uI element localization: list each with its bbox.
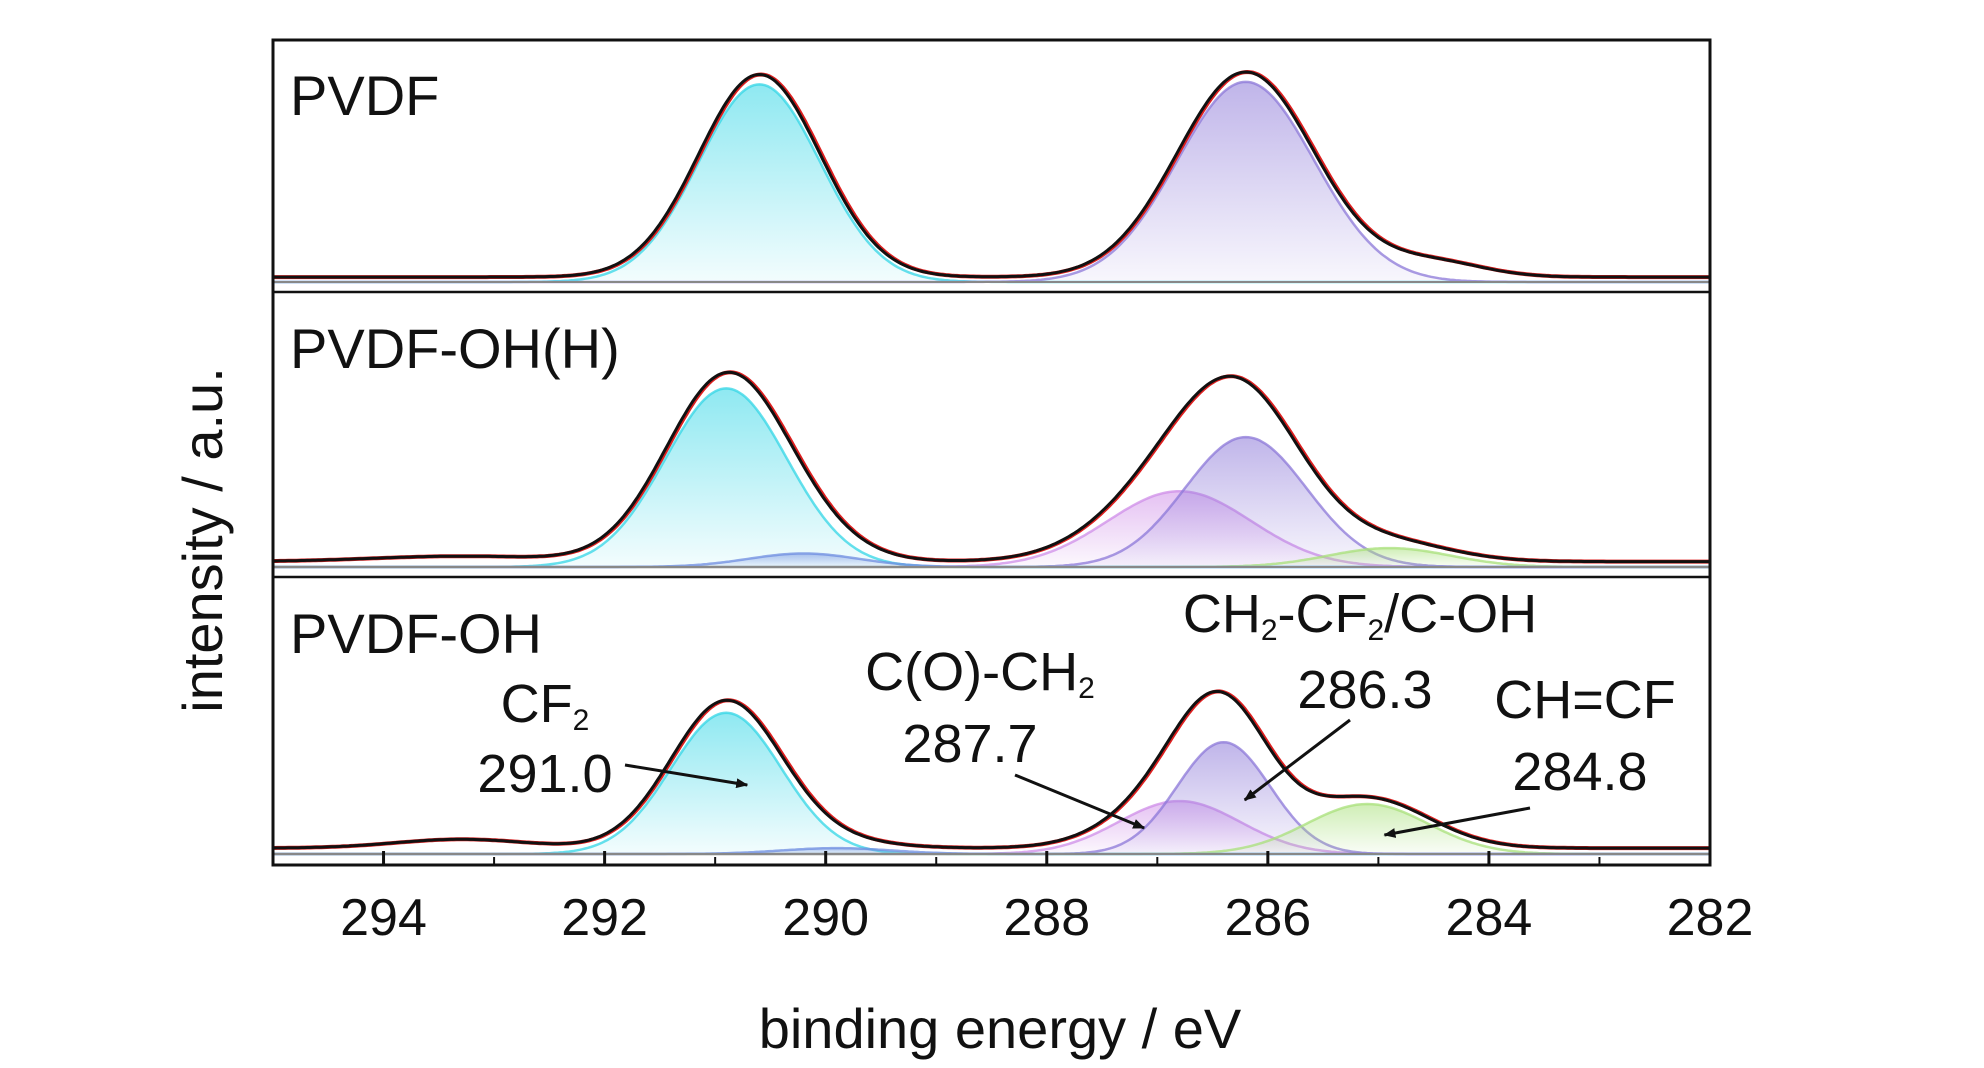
peak-annotations: CF2 291.0 C(O)-CH2 287.7 CH2-CF2/C-OH 286.3 CH… — [477, 584, 1676, 838]
plot-border — [271, 38, 1712, 867]
y-axis-title: intensity / a.u. — [171, 367, 234, 713]
component-line-1-0 — [273, 387, 1710, 569]
x-tick-label-5: 284 — [1446, 889, 1533, 947]
annot-cf2-arrow — [624, 763, 749, 789]
fit-envelope-1 — [273, 370, 1710, 564]
annot-ch2cf2-label: CH2-CF2/C-OH — [1183, 584, 1537, 647]
component-line-0-1 — [273, 80, 1710, 284]
annot-ch2cf2-arrow — [1243, 718, 1351, 802]
fit-envelope-0 — [273, 70, 1710, 279]
x-tick-label-6: 282 — [1667, 889, 1754, 947]
component-fill-2-3 — [273, 804, 1710, 854]
x-axis: 294 292 290 288 286 284 282 — [340, 851, 1753, 947]
raw-spectrum-0 — [274, 69, 1712, 280]
panel-label-0: PVDF — [290, 64, 439, 127]
component-fill-1-0 — [273, 388, 1710, 567]
annot-coch2-arrow — [1014, 773, 1146, 830]
x-axis-title: binding energy / eV — [759, 997, 1242, 1060]
annot-chcf-label: CH=CF — [1494, 670, 1676, 730]
component-fill-0-1 — [273, 81, 1710, 283]
annot-chcf-arrow — [1383, 806, 1531, 838]
annot-chcf-value: 284.8 — [1512, 742, 1647, 802]
component-line-0-0 — [273, 83, 1710, 284]
component-fill-1-3 — [273, 548, 1710, 567]
component-line-1-2 — [273, 435, 1710, 569]
annot-cf2-value: 291.0 — [477, 744, 612, 804]
panel-label-1: PVDF-OH(H) — [290, 317, 620, 380]
x-tick-label-2: 290 — [782, 889, 869, 947]
x-tick-label-0: 294 — [340, 889, 427, 947]
component-fill-0-0 — [273, 84, 1710, 283]
panel-label-2: PVDF-OH — [290, 602, 542, 665]
spectrum-lines — [272, 69, 1712, 855]
plot-frame — [271, 38, 1712, 867]
x-tick-label-4: 286 — [1224, 889, 1311, 947]
annot-coch2-value: 287.7 — [902, 714, 1037, 774]
annot-coch2-label: C(O)-CH2 — [865, 642, 1095, 705]
x-tick-label-3: 288 — [1003, 889, 1090, 947]
panel-labels: PVDF PVDF-OH(H) PVDF-OH — [290, 64, 620, 665]
annot-cf2-label: CF2 — [501, 674, 590, 737]
x-tick-label-1: 292 — [561, 889, 648, 947]
fit-envelope-2 — [272, 689, 1710, 850]
component-fill-1-2 — [273, 437, 1710, 567]
annot-ch2cf2-value: 286.3 — [1297, 660, 1432, 720]
raw-spectrum-1 — [274, 370, 1712, 564]
